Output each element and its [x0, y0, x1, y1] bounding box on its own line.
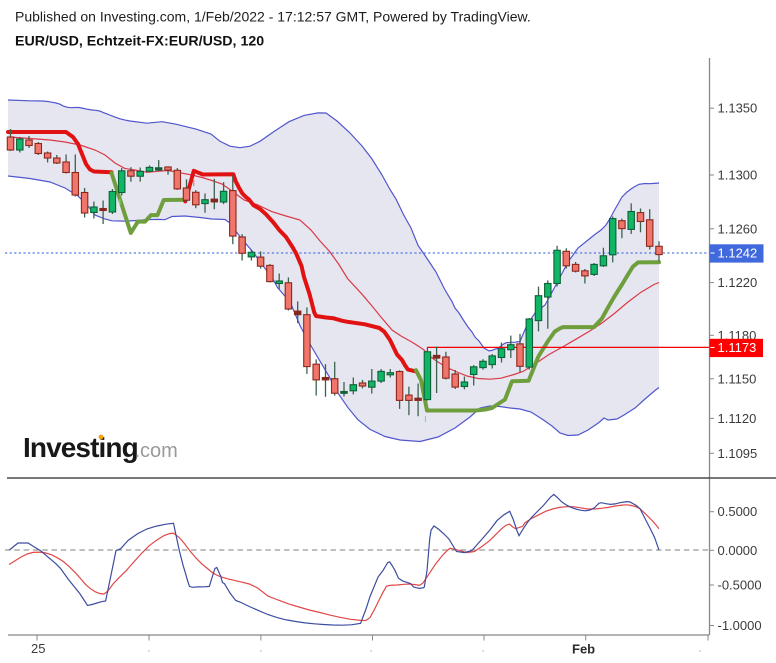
svg-text:EUR/USD, Echtzeit-FX:EUR/USD,: EUR/USD, Echtzeit-FX:EUR/USD, 120	[15, 34, 264, 50]
svg-text:-0.5000: -0.5000	[718, 578, 762, 593]
svg-text:1.1220: 1.1220	[718, 275, 758, 290]
svg-text:1.1173: 1.1173	[718, 340, 757, 355]
svg-text:0.5000: 0.5000	[718, 504, 758, 519]
svg-text:1.1150: 1.1150	[718, 371, 757, 386]
svg-text:-1.0000: -1.0000	[718, 618, 762, 633]
svg-text:Published on Investing.com, 1/: Published on Investing.com, 1/Feb/2022 -…	[15, 9, 531, 25]
svg-text:Feb: Feb	[572, 642, 595, 657]
svg-text:1.1350: 1.1350	[718, 101, 758, 116]
svg-text:25: 25	[31, 641, 45, 656]
svg-text:.com: .com	[135, 440, 178, 462]
svg-text:1.1120: 1.1120	[718, 411, 757, 426]
svg-text:1.1095: 1.1095	[718, 446, 758, 461]
svg-text:I: I	[119, 198, 121, 207]
svg-text:1.1300: 1.1300	[718, 168, 758, 183]
svg-text:I: I	[424, 415, 426, 424]
svg-text:1.1242: 1.1242	[718, 246, 758, 261]
svg-text:Investing: Investing	[23, 432, 138, 463]
svg-text:1.1260: 1.1260	[718, 221, 758, 236]
svg-text:0.0000: 0.0000	[718, 543, 758, 558]
svg-text:I: I	[193, 179, 195, 188]
